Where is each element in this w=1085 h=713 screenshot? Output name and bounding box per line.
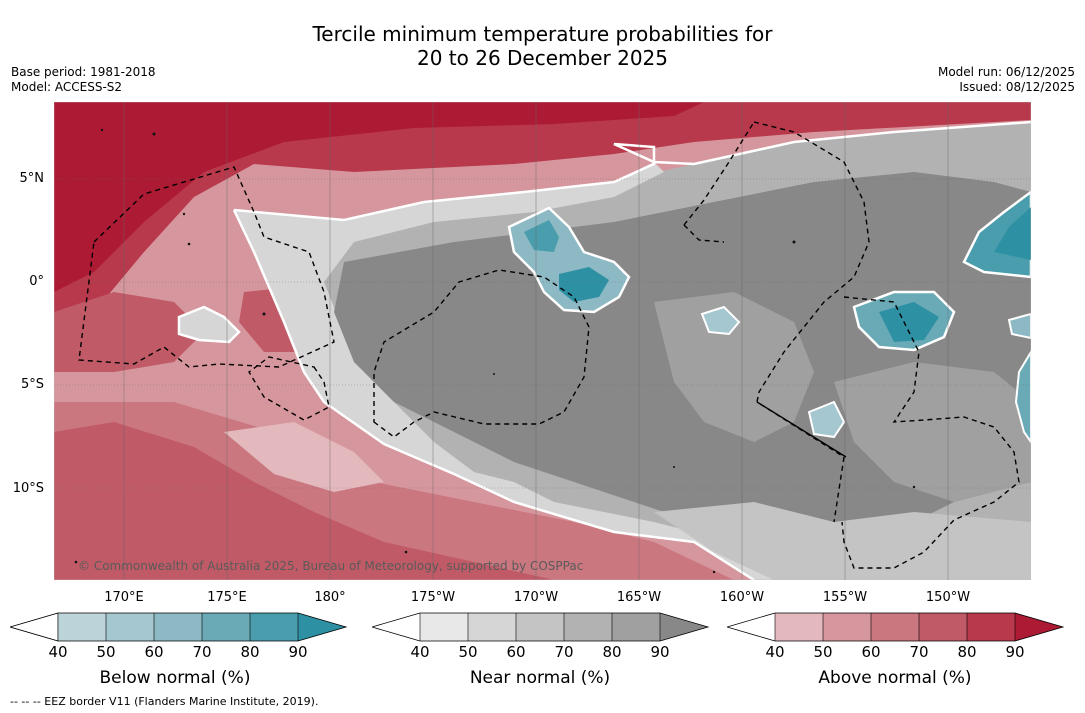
cb-near-tick-80: 80 xyxy=(602,643,622,661)
cb-below-segment-4 xyxy=(202,613,250,641)
lon-label-165w: 165°W xyxy=(616,590,662,605)
cb-above-segment-3 xyxy=(871,613,919,641)
map-title: Tercile minimum temperature probabilitie… xyxy=(0,22,1085,70)
lon-label-170e: 170°E xyxy=(104,590,144,605)
cb-below-arrow-left xyxy=(10,612,59,642)
cb-below-tick-60: 60 xyxy=(144,643,164,661)
model-run-text: Model run: 06/12/2025 xyxy=(937,65,1075,79)
lon-label-150w: 150°W xyxy=(925,590,971,605)
lat-label-0: 0° xyxy=(29,274,44,289)
eez-border-line-islands-3 xyxy=(683,224,725,243)
above-normal-south-strong xyxy=(54,422,554,580)
cb-above-tick-60: 60 xyxy=(861,643,881,661)
cb-near-segment-5 xyxy=(612,613,660,641)
above-normal-mid-patch xyxy=(54,292,204,372)
probability-map xyxy=(54,102,1031,580)
cb-near-arrow-right xyxy=(660,613,708,641)
cb-below-segment-3 xyxy=(154,613,202,641)
cb-near-tick-90: 90 xyxy=(650,643,670,661)
cb-near-segment-3 xyxy=(516,613,564,641)
cb-near-label: Near normal (%) xyxy=(469,668,611,688)
lon-label-160w: 160°W xyxy=(719,590,765,605)
below-normal-blob-east-edge-2 xyxy=(1014,350,1031,444)
lon-label-155w: 155°W xyxy=(822,590,868,605)
eez-border-line-islands-2 xyxy=(683,121,755,226)
cb-below-tick-90: 90 xyxy=(288,643,308,661)
cb-near-segment-2 xyxy=(468,613,516,641)
eez-border-east xyxy=(841,296,1020,569)
cb-above-label: Above normal (%) xyxy=(818,668,972,688)
lon-label-180: 180° xyxy=(314,590,346,605)
cb-above-tick-80: 80 xyxy=(957,643,977,661)
lat-label-10s: 10°S xyxy=(12,481,44,496)
cb-near-segment-1 xyxy=(420,613,468,641)
eez-footnote: -- -- -- EEZ border V11 (Flanders Marine… xyxy=(10,695,319,708)
cb-below-segment-1 xyxy=(58,613,106,641)
cb-below-label: Below normal (%) xyxy=(99,668,251,688)
cb-above-segment-2 xyxy=(823,613,871,641)
issued-text: Issued: 08/12/2025 xyxy=(959,80,1075,94)
cb-below-segment-2 xyxy=(106,613,154,641)
eez-border-solid xyxy=(756,401,847,458)
islands xyxy=(74,128,916,574)
cb-below-tick-40: 40 xyxy=(48,643,68,661)
cb-above-arrow-left xyxy=(727,613,775,641)
eez-border-tokelau xyxy=(248,356,330,421)
cb-above-segment-4 xyxy=(919,613,967,641)
cb-above-tick-90: 90 xyxy=(1005,643,1025,661)
below-normal-blob-north-core xyxy=(524,220,559,252)
colorbar-below-normal xyxy=(10,612,348,642)
meta-left: Base period: 1981-2018 Model: ACCESS-S2 xyxy=(11,65,156,95)
below-normal-blob-east-edge xyxy=(1007,312,1031,340)
lon-label-175w: 175°W xyxy=(410,590,456,605)
base-period-text: Base period: 1981-2018 xyxy=(11,65,156,79)
above-normal-sw-light xyxy=(224,422,384,492)
cb-near-tick-40: 40 xyxy=(410,643,430,661)
copyright-credit: © Commonwealth of Australia 2025, Bureau… xyxy=(78,559,584,573)
lon-label-170w: 170°W xyxy=(513,590,559,605)
cb-below-tick-70: 70 xyxy=(192,643,212,661)
above-normal-strong-region xyxy=(54,102,1031,332)
model-text: Model: ACCESS-S2 xyxy=(11,80,123,94)
cb-below-arrow-right xyxy=(298,613,346,641)
near-normal-south-light xyxy=(654,502,1031,580)
above-normal-extreme-region xyxy=(54,102,704,292)
eez-border-kiribati-gilbert xyxy=(78,166,335,368)
near-normal-boundary-south xyxy=(232,209,755,580)
meta-right: Model run: 06/12/2025 Issued: 08/12/2025 xyxy=(938,65,1075,95)
cb-below-tick-50: 50 xyxy=(96,643,116,661)
cb-above-tick-70: 70 xyxy=(909,643,929,661)
below-normal-blob-east-core xyxy=(879,302,939,342)
cb-near-arrow-left xyxy=(372,613,420,641)
cb-above-segment-5 xyxy=(967,613,1015,641)
white-patch-west xyxy=(177,305,241,344)
cb-below-tick-80: 80 xyxy=(240,643,260,661)
below-normal-blob-small xyxy=(700,305,741,336)
below-normal-blob-north-core-2 xyxy=(559,267,609,302)
near-normal-mid-core xyxy=(654,292,814,442)
cb-above-segment-1 xyxy=(775,613,823,641)
cb-above-tick-50: 50 xyxy=(813,643,833,661)
colorbar-near-normal xyxy=(372,612,710,642)
cb-above-tick-40: 40 xyxy=(765,643,785,661)
near-normal-light-edge xyxy=(234,162,784,580)
cb-above-arrow-right xyxy=(1015,613,1063,641)
lon-label-175e: 175°E xyxy=(207,590,247,605)
gridlines xyxy=(54,102,1031,580)
cb-near-tick-70: 70 xyxy=(554,643,574,661)
lat-label-5s: 5°S xyxy=(20,377,44,392)
title-line-2: 20 to 26 December 2025 xyxy=(416,46,668,70)
cb-near-segment-4 xyxy=(564,613,612,641)
lat-label-5n: 5°N xyxy=(19,171,45,186)
near-normal-boundary-north xyxy=(233,120,1031,222)
cb-near-tick-50: 50 xyxy=(458,643,478,661)
cb-below-segment-5 xyxy=(250,613,298,641)
below-normal-blob-small-2 xyxy=(807,400,846,439)
colorbar-above-normal xyxy=(727,612,1065,642)
below-normal-blob-far-east-core xyxy=(994,207,1031,260)
cb-near-tick-60: 60 xyxy=(506,643,526,661)
near-normal-mid-core-2 xyxy=(834,362,1031,502)
title-line-1: Tercile minimum temperature probabilitie… xyxy=(312,22,773,46)
